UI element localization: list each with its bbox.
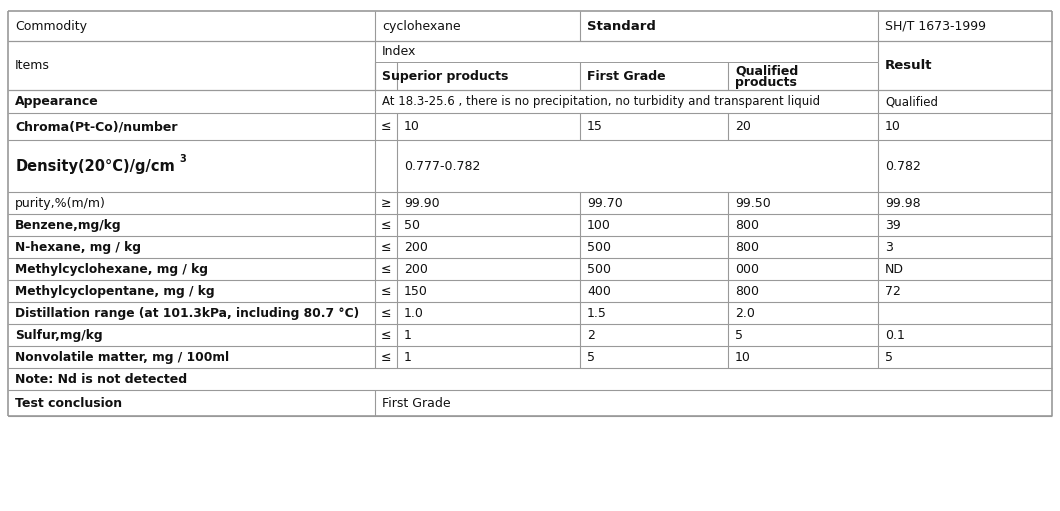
Text: ≤: ≤ bbox=[381, 263, 391, 275]
Text: ≥: ≥ bbox=[381, 197, 391, 210]
Text: 5: 5 bbox=[587, 351, 595, 363]
Text: 72: 72 bbox=[885, 285, 901, 297]
Text: Density(20°C)/g/cm: Density(20°C)/g/cm bbox=[16, 158, 176, 174]
Text: ≤: ≤ bbox=[381, 241, 391, 253]
Text: Test conclusion: Test conclusion bbox=[15, 397, 122, 409]
Text: 2.0: 2.0 bbox=[735, 307, 755, 319]
Text: Commodity: Commodity bbox=[15, 19, 87, 33]
Text: ≤: ≤ bbox=[381, 219, 391, 231]
Text: 0.1: 0.1 bbox=[885, 329, 905, 341]
Text: SH/T 1673-1999: SH/T 1673-1999 bbox=[885, 19, 986, 33]
Text: 000: 000 bbox=[735, 263, 759, 275]
Text: ≤: ≤ bbox=[381, 307, 391, 319]
Text: 800: 800 bbox=[735, 241, 759, 253]
Text: 1.5: 1.5 bbox=[587, 307, 607, 319]
Text: purity,%(m/m): purity,%(m/m) bbox=[15, 197, 106, 210]
Text: ≤: ≤ bbox=[381, 285, 391, 297]
Text: 99.50: 99.50 bbox=[735, 197, 771, 210]
Text: Distillation range (at 101.3kPa, including 80.7 °C): Distillation range (at 101.3kPa, includi… bbox=[15, 307, 359, 319]
Text: 99.98: 99.98 bbox=[885, 197, 921, 210]
Text: 150: 150 bbox=[404, 285, 428, 297]
Text: First Grade: First Grade bbox=[382, 397, 450, 409]
Text: N-hexane, mg / kg: N-hexane, mg / kg bbox=[15, 241, 141, 253]
Text: Sulfur,mg/kg: Sulfur,mg/kg bbox=[15, 329, 103, 341]
Text: Qualified: Qualified bbox=[885, 95, 938, 108]
Text: 100: 100 bbox=[587, 219, 611, 231]
Text: 20: 20 bbox=[735, 120, 750, 133]
Bar bbox=[8, 11, 1052, 416]
Text: Appearance: Appearance bbox=[15, 95, 99, 108]
Text: Index: Index bbox=[382, 45, 417, 58]
Text: cyclohexane: cyclohexane bbox=[382, 19, 461, 33]
Text: 200: 200 bbox=[404, 241, 428, 253]
Text: 3: 3 bbox=[885, 241, 893, 253]
Text: ≤: ≤ bbox=[381, 351, 391, 363]
Text: 10: 10 bbox=[404, 120, 420, 133]
Text: 800: 800 bbox=[735, 219, 759, 231]
Text: 1: 1 bbox=[404, 329, 412, 341]
Text: ≤: ≤ bbox=[381, 329, 391, 341]
Text: Superior products: Superior products bbox=[382, 69, 509, 82]
Text: Result: Result bbox=[885, 59, 933, 72]
Text: 400: 400 bbox=[587, 285, 611, 297]
Text: products: products bbox=[735, 76, 797, 89]
Text: First Grade: First Grade bbox=[587, 69, 666, 82]
Text: 5: 5 bbox=[885, 351, 893, 363]
Text: 1: 1 bbox=[404, 351, 412, 363]
Text: 500: 500 bbox=[587, 263, 611, 275]
Text: 3: 3 bbox=[179, 154, 186, 164]
Text: Benzene,mg/kg: Benzene,mg/kg bbox=[15, 219, 122, 231]
Text: Chroma(Pt-Co)/number: Chroma(Pt-Co)/number bbox=[15, 120, 177, 133]
Text: 0.777-0.782: 0.777-0.782 bbox=[404, 159, 480, 173]
Text: 5: 5 bbox=[735, 329, 743, 341]
Text: 1.0: 1.0 bbox=[404, 307, 424, 319]
Text: Qualified: Qualified bbox=[735, 65, 798, 78]
Text: 200: 200 bbox=[404, 263, 428, 275]
Text: Methylcyclohexane, mg / kg: Methylcyclohexane, mg / kg bbox=[15, 263, 208, 275]
Text: 99.90: 99.90 bbox=[404, 197, 440, 210]
Text: 2: 2 bbox=[587, 329, 595, 341]
Text: 10: 10 bbox=[885, 120, 901, 133]
Text: At 18.3-25.6 , there is no precipitation, no turbidity and transparent liquid: At 18.3-25.6 , there is no precipitation… bbox=[382, 95, 820, 108]
Text: Nonvolatile matter, mg / 100ml: Nonvolatile matter, mg / 100ml bbox=[15, 351, 229, 363]
Text: 10: 10 bbox=[735, 351, 750, 363]
Text: Methylcyclopentane, mg / kg: Methylcyclopentane, mg / kg bbox=[15, 285, 214, 297]
Text: 500: 500 bbox=[587, 241, 611, 253]
Text: Standard: Standard bbox=[587, 19, 656, 33]
Text: Items: Items bbox=[15, 59, 50, 72]
Text: 800: 800 bbox=[735, 285, 759, 297]
Text: ≤: ≤ bbox=[381, 120, 391, 133]
Text: Note: Nd is not detected: Note: Nd is not detected bbox=[15, 373, 188, 385]
Text: 39: 39 bbox=[885, 219, 901, 231]
Text: 0.782: 0.782 bbox=[885, 159, 921, 173]
Text: 99.70: 99.70 bbox=[587, 197, 623, 210]
Text: 50: 50 bbox=[404, 219, 420, 231]
Text: ND: ND bbox=[885, 263, 904, 275]
Text: 15: 15 bbox=[587, 120, 603, 133]
